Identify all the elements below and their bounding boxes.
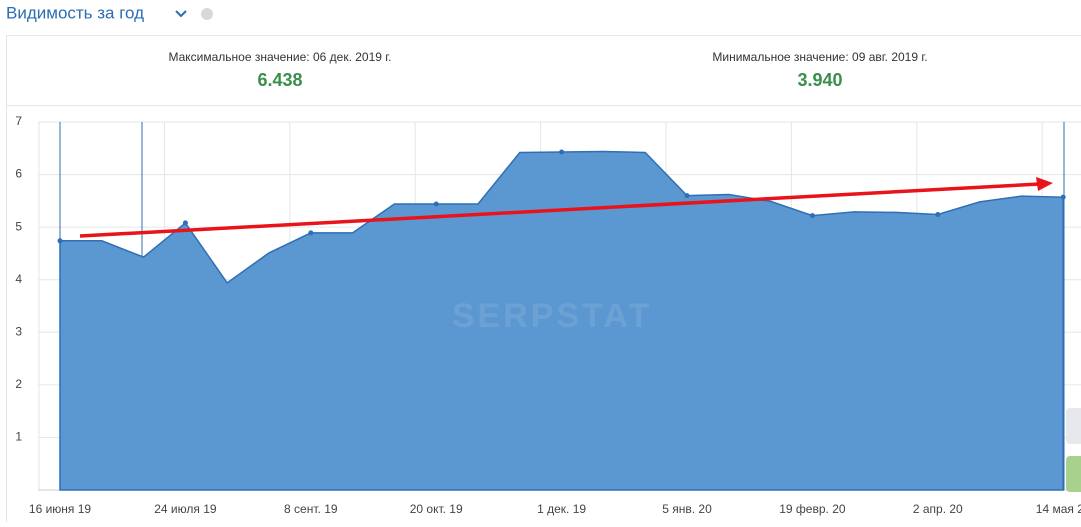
point [1061,195,1066,200]
y-tick-label: 6 [15,167,22,181]
x-tick-label: 20 окт. 19 [410,502,463,516]
x-tick-label: 2 апр. 20 [913,502,963,516]
x-tick-label: 1 дек. 19 [537,502,586,516]
point [58,238,63,243]
x-tick-label: 14 мая 20 [1036,502,1081,516]
dropdown-icon[interactable] [176,11,186,16]
x-tick-label: 16 июня 19 [29,502,92,516]
point [935,212,940,217]
x-tick-label: 24 июля 19 [154,502,217,516]
point [434,202,439,207]
info-icon[interactable] [201,8,213,20]
watermark: SERPSTAT [452,297,652,335]
title: Видимость за год [6,3,144,22]
point [183,220,188,225]
x-tick-label: 19 февр. 20 [779,502,846,516]
stat-label: Минимальное значение: 09 авг. 2019 г. [712,50,927,64]
point [685,193,690,198]
y-tick-label: 3 [15,324,22,338]
y-tick-label: 5 [15,219,22,233]
point [810,213,815,218]
y-tick-label: 4 [15,272,22,286]
side-widget[interactable] [1066,456,1081,492]
y-tick-label: 7 [15,114,22,128]
side-widget[interactable] [1066,408,1081,444]
y-tick-label: 2 [15,377,22,391]
stat-value: 3.940 [797,70,842,90]
point [559,149,564,154]
x-tick-label: 8 сент. 19 [284,502,338,516]
x-tick-label: 5 янв. 20 [662,502,712,516]
y-tick-label: 1 [15,430,22,444]
point [308,230,313,235]
stat-label: Максимальное значение: 06 дек. 2019 г. [168,50,391,64]
stat-value: 6.438 [257,70,302,90]
